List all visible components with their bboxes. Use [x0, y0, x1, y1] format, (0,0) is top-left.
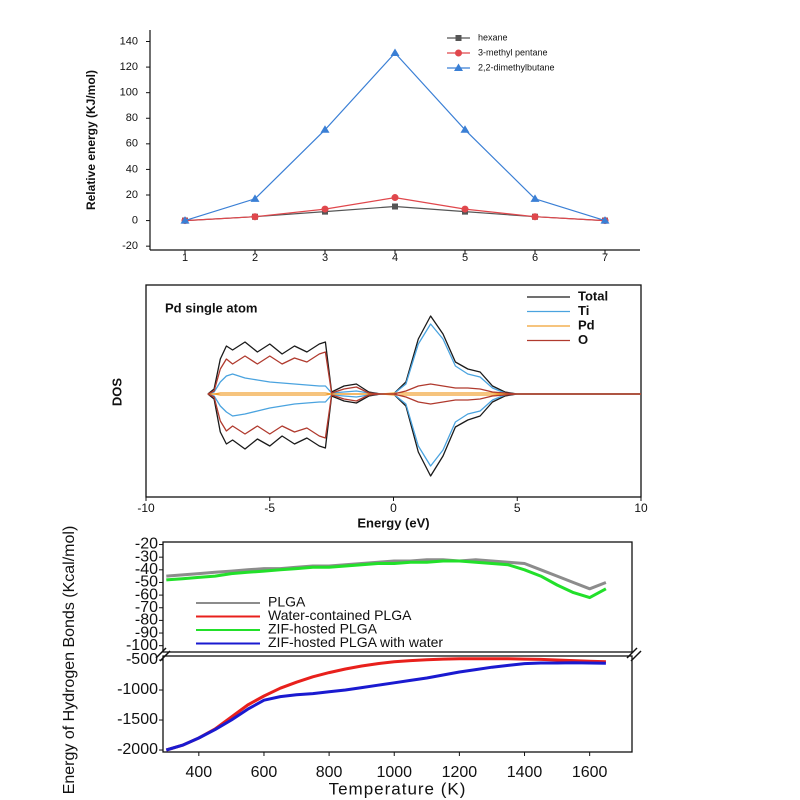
y-tick-label: -20 — [122, 240, 138, 252]
marker — [460, 125, 470, 133]
x-tick-label: 600 — [251, 764, 278, 781]
marker — [530, 194, 540, 202]
marker — [180, 216, 190, 224]
axis-break — [155, 647, 642, 662]
legend-label: Water-contained PLGA — [268, 607, 412, 623]
legend-label: 3-methyl pentane — [478, 47, 548, 57]
legend-marker — [455, 35, 462, 41]
y-tick-label: -1500 — [117, 711, 158, 728]
y-tick-label: -40 — [135, 561, 158, 578]
annotation: Pd single atom — [165, 300, 257, 315]
series-line — [166, 558, 607, 591]
x-tick-label: -5 — [264, 501, 275, 515]
legend-label: ZIF-hosted PLGA — [268, 621, 378, 637]
legend-label: Total — [578, 288, 608, 303]
series-line — [207, 315, 641, 395]
x-tick-label: 1000 — [376, 764, 412, 781]
series-line — [165, 657, 606, 752]
series-line — [207, 393, 641, 477]
legend-label: hexane — [478, 32, 508, 42]
legend-marker — [454, 63, 463, 71]
x-tick-label: 3 — [322, 252, 328, 264]
series-line — [207, 393, 641, 396]
x-tick-label: 1 — [182, 252, 188, 264]
y-tick-label: 20 — [126, 189, 138, 201]
marker — [320, 125, 330, 133]
x-tick-label: 2 — [252, 252, 258, 264]
marker — [531, 213, 539, 221]
break-mark — [626, 647, 638, 659]
series-line — [166, 559, 607, 600]
series-line — [207, 393, 641, 439]
y-tick-label: 60 — [126, 138, 138, 150]
x-tick-label: 800 — [316, 764, 343, 781]
y-tick-label: -30 — [135, 548, 158, 565]
marker — [600, 216, 610, 224]
y-tick-label: -500 — [126, 651, 158, 668]
plot-frame — [162, 541, 633, 653]
y-tick-label: -60 — [135, 586, 158, 603]
plot-frame — [145, 284, 642, 498]
legend-label: ZIF-hosted PLGA with water — [268, 634, 443, 650]
marker — [321, 205, 329, 213]
y-tick-label: 140 — [120, 35, 138, 47]
legend-label: PLGA — [268, 594, 306, 610]
y-tick-label: 40 — [126, 163, 138, 175]
x-tick-label: 1400 — [507, 764, 543, 781]
marker — [250, 194, 260, 202]
y-tick-label: -20 — [135, 536, 158, 553]
y-tick-label: 80 — [126, 112, 138, 124]
x-tick-label: 10 — [634, 501, 648, 515]
x-tick-label: 6 — [532, 252, 538, 264]
x-tick-label: 4 — [392, 252, 398, 264]
y-axis-title: Energy of Hydrogen Bonds (Kcal/mol) — [61, 526, 78, 795]
series-line — [207, 393, 641, 467]
y-tick-label: -90 — [135, 624, 158, 641]
series-line — [207, 351, 641, 395]
x-tick-label: 1200 — [442, 764, 478, 781]
legend-marker — [455, 49, 462, 57]
legend-label: 2,2-dimethylbutane — [478, 62, 555, 72]
marker — [390, 48, 400, 57]
marker — [391, 194, 399, 202]
marker — [392, 203, 398, 210]
x-tick-label: 7 — [602, 252, 608, 264]
y-axis-title: DOS — [109, 378, 124, 407]
y-tick-label: 100 — [120, 87, 138, 99]
legend-label: O — [578, 332, 588, 347]
x-tick-label: -10 — [137, 501, 155, 515]
y-tick-label: -50 — [135, 574, 158, 591]
break-mark — [155, 647, 167, 659]
y-tick-label: 0 — [132, 214, 138, 226]
x-axis-title: Temperature (K) — [329, 779, 467, 798]
marker — [251, 213, 259, 221]
y-tick-label: -1000 — [117, 681, 158, 698]
break-mark — [630, 650, 642, 662]
plot-frame — [162, 655, 633, 753]
x-axis-title: Energy (eV) — [357, 515, 429, 530]
legend-label: Ti — [578, 303, 589, 318]
series-line — [207, 323, 641, 395]
y-axis-title: Relative energy (KJ/mol) — [84, 70, 98, 210]
legend-label: Pd — [578, 317, 595, 332]
y-tick-label: -80 — [135, 612, 158, 629]
x-tick-label: 1600 — [572, 764, 608, 781]
marker — [461, 205, 469, 213]
y-tick-label: -2000 — [117, 741, 158, 758]
y-tick-label: 120 — [120, 61, 138, 73]
y-tick-label: -100 — [126, 637, 158, 654]
x-tick-label: 0 — [390, 501, 397, 515]
break-mark — [159, 650, 171, 662]
x-tick-label: 5 — [514, 501, 521, 515]
series-line — [165, 661, 606, 752]
x-tick-label: 5 — [462, 252, 468, 264]
y-tick-label: -70 — [135, 599, 158, 616]
x-tick-label: 400 — [185, 764, 212, 781]
